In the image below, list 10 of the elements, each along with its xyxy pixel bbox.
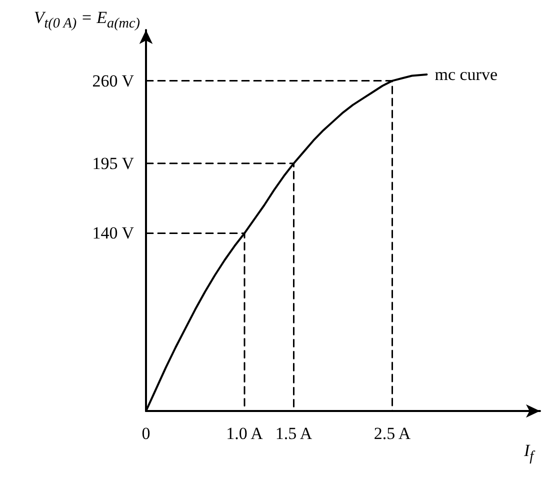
x-tick-label: 2.5 A bbox=[374, 424, 412, 443]
y-tick-label: 195 V bbox=[92, 154, 135, 173]
x-axis-title: I$_{f}$ bbox=[524, 441, 534, 466]
x-tick-label: 1.0 A bbox=[226, 424, 264, 443]
y-axis-title: V$_{t(0 A)}$ = E$_{a(mc)}$ bbox=[34, 8, 140, 34]
x-tick-label: 1.5 A bbox=[275, 424, 313, 443]
annotation: mc curve bbox=[434, 64, 498, 84]
y-tick-label: 140 V bbox=[92, 224, 135, 243]
y-tick-label: 260 V bbox=[92, 71, 135, 90]
x-tick-label: 0 bbox=[142, 424, 150, 443]
